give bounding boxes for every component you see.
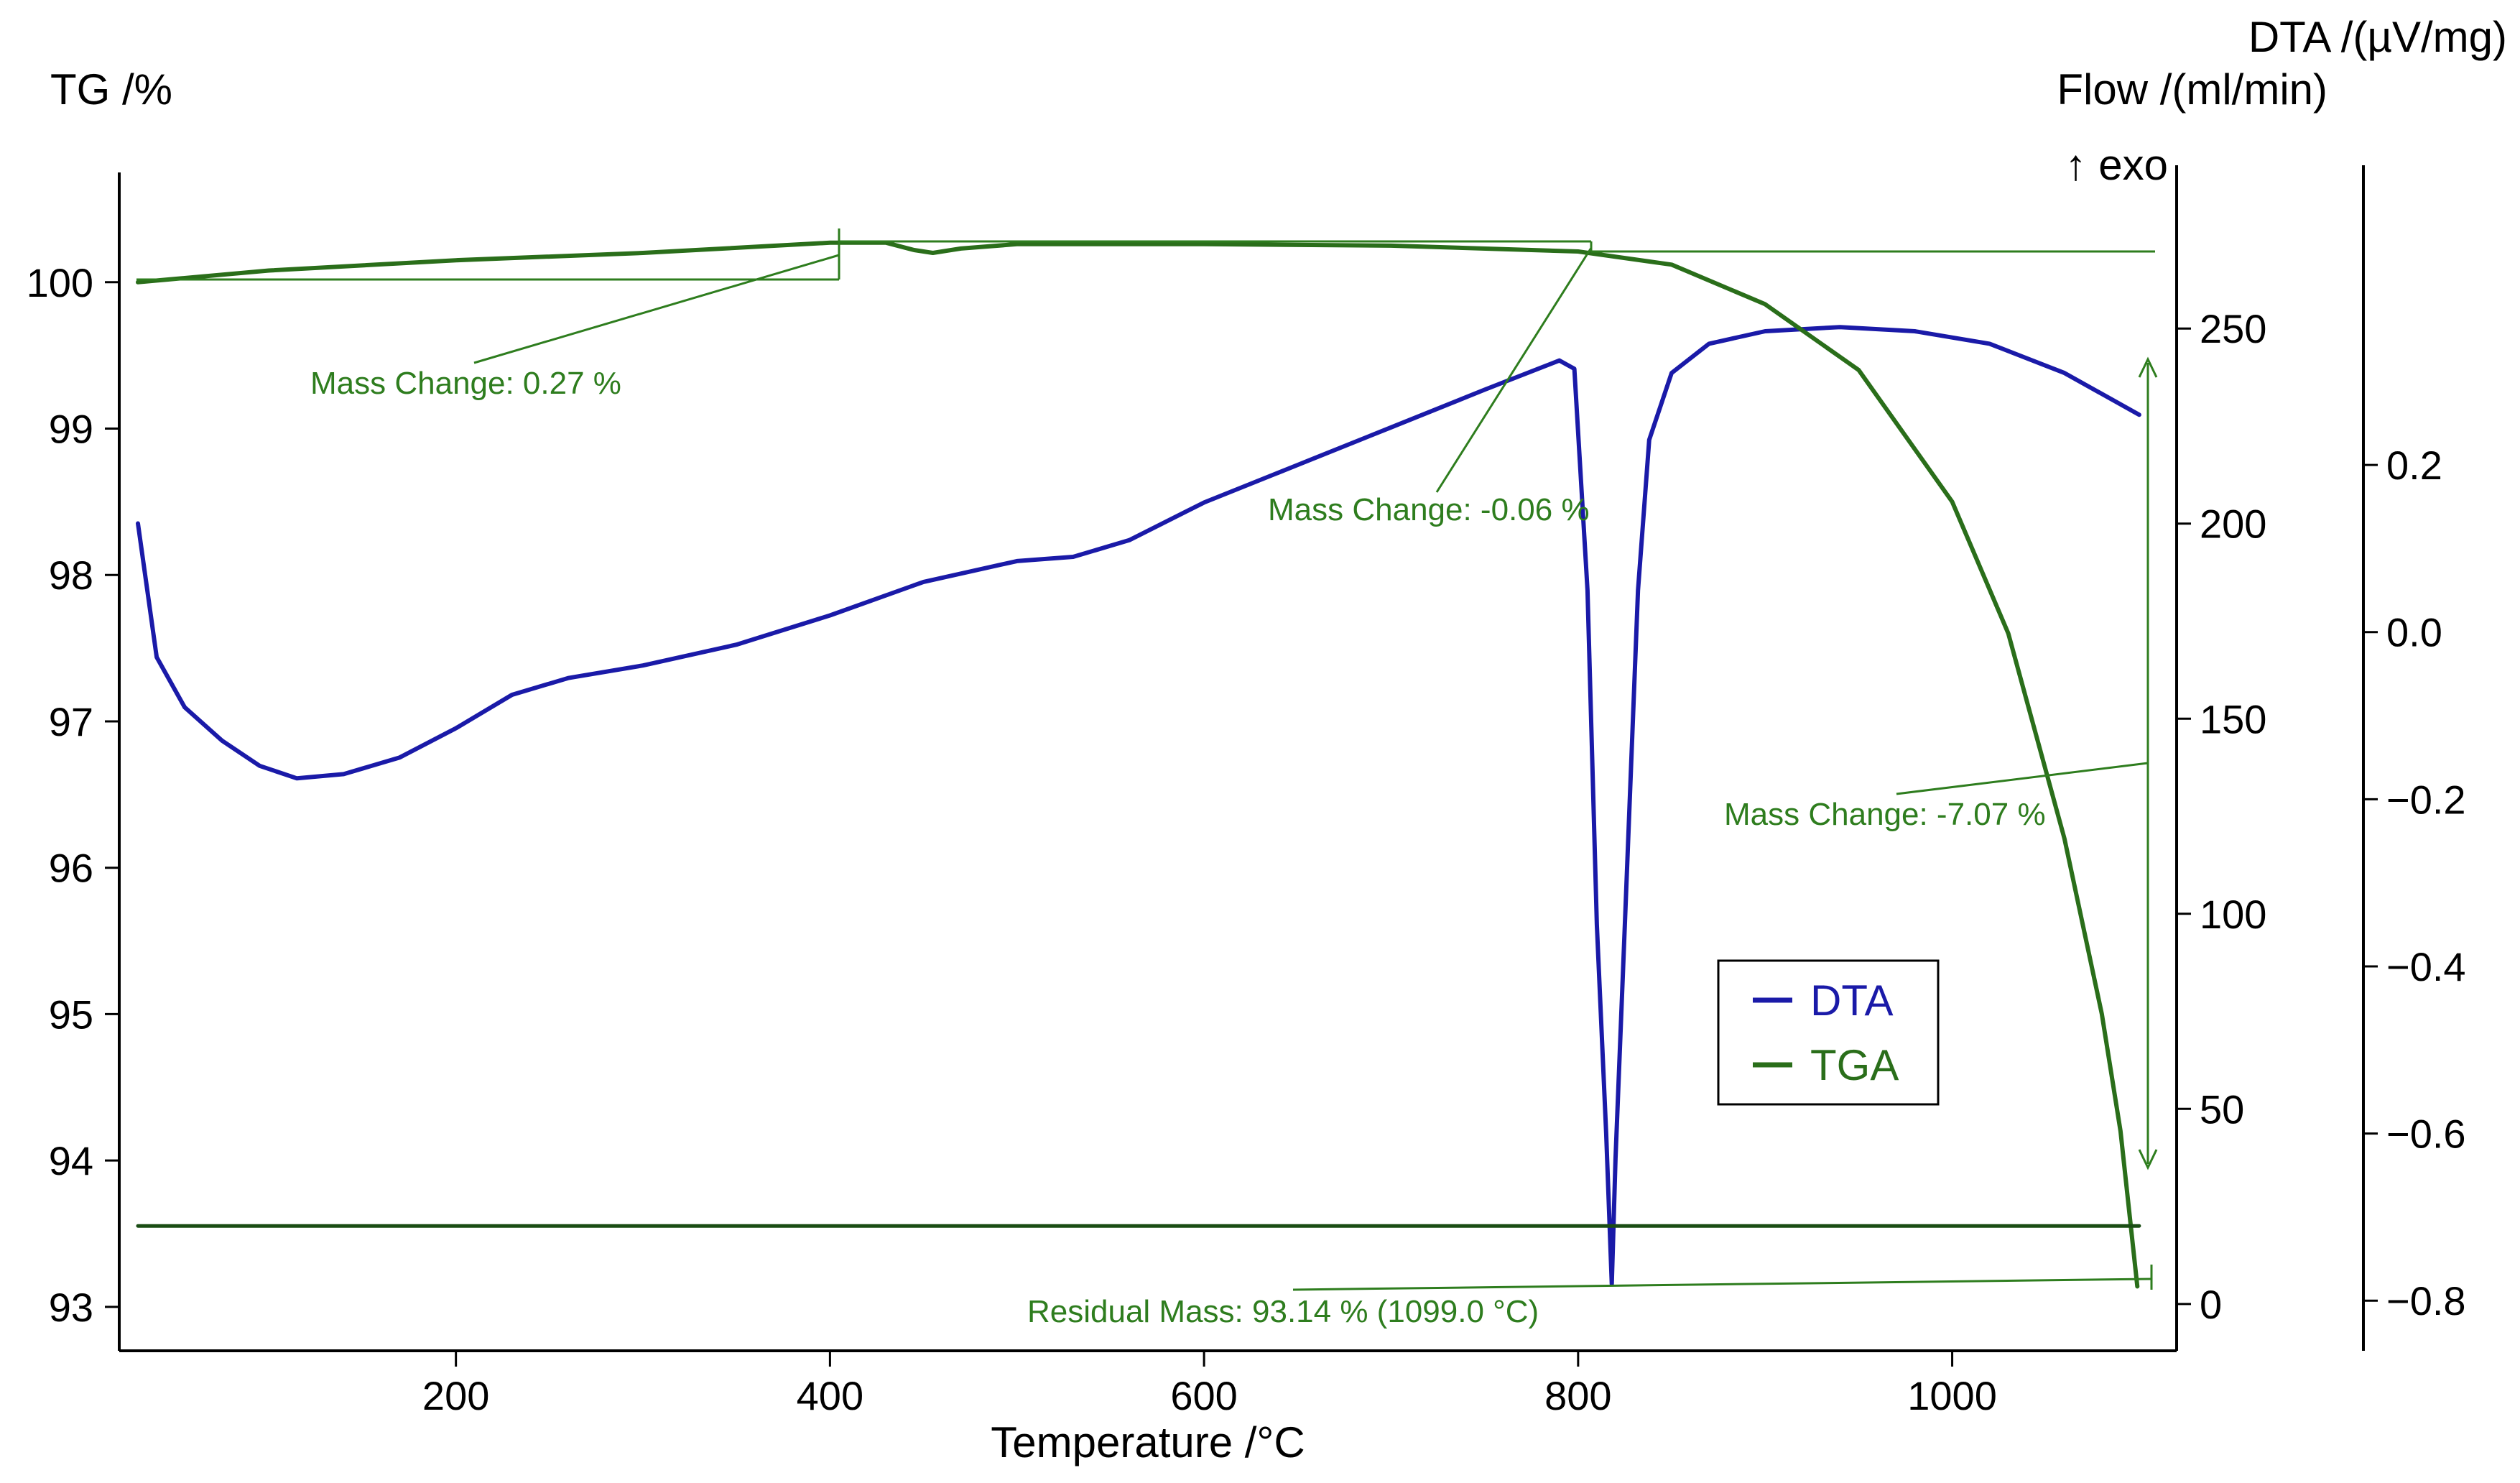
ticks-layer: 200 400 600 800 1000939495969798991000501001…: [27, 260, 2466, 1418]
annotation-mass-change-2: Mass Change: -0.06 %: [1268, 492, 1590, 527]
dta-tick-label-2: −0.2: [2386, 777, 2466, 822]
x-axis-title: Temperature /°C: [991, 1418, 1305, 1466]
annotation-residual-mass: Residual Mass: 93.14 % (1099.0 °C): [1027, 1294, 1539, 1329]
legend: DTA TGA: [1717, 959, 1940, 1106]
dta-tick-label-0: 0.2: [2386, 443, 2442, 488]
x-tick-label-1000: 1000: [1907, 1373, 1997, 1418]
series-layer: [136, 240, 2141, 1289]
flow-tick-label-200: 200: [2200, 502, 2266, 547]
legend-label-dta: DTA: [1810, 976, 1894, 1025]
x-tick-label-400: 400: [797, 1373, 863, 1418]
flow-tick-label-150: 150: [2200, 696, 2266, 742]
annotation-mass-change-3: Mass Change: -7.07 %: [1724, 797, 2046, 832]
annotation-mass-change-1: Mass Change: 0.27 %: [310, 366, 621, 401]
dta-tick-label-1: 0.0: [2386, 610, 2442, 655]
tg-tick-label-95: 95: [49, 992, 93, 1037]
tg-tick-label-100: 100: [27, 260, 93, 305]
annotation-guides: [136, 228, 2158, 1291]
tg-tick-label-97: 97: [49, 699, 93, 744]
tg-tick-label-94: 94: [49, 1138, 93, 1183]
tg-axis-title: TG /%: [50, 65, 172, 114]
dta-tick-label-5: −0.8: [2386, 1278, 2466, 1323]
legend-label-tga: TGA: [1810, 1041, 1899, 1089]
flow-tick-label-250: 250: [2200, 306, 2266, 351]
tg-tick-label-93: 93: [49, 1285, 93, 1330]
flow-tick-label-0: 0: [2200, 1282, 2222, 1327]
x-tick-label-600: 600: [1170, 1373, 1237, 1418]
flow-tick-label-50: 50: [2200, 1086, 2244, 1132]
x-tick-label-200: 200: [422, 1373, 489, 1418]
tg-tick-label-98: 98: [49, 553, 93, 598]
series-line-dta: [136, 325, 2141, 1286]
dta-tick-label-4: −0.6: [2386, 1112, 2466, 1157]
x-tick-label-800: 800: [1544, 1373, 1611, 1418]
flow-axis-title: Flow /(ml/min): [2057, 65, 2327, 114]
dta-tick-label-3: −0.4: [2386, 944, 2466, 989]
series-line-tga: [136, 240, 2140, 1289]
exo-label: ↑ exo: [2065, 141, 2168, 189]
legend-box: [1717, 959, 1940, 1106]
tg-tick-label-99: 99: [49, 407, 93, 452]
tg-tick-label-96: 96: [49, 846, 93, 891]
dta-axis-title: DTA /(µV/mg): [2248, 13, 2507, 61]
flow-tick-label-100: 100: [2200, 892, 2266, 937]
